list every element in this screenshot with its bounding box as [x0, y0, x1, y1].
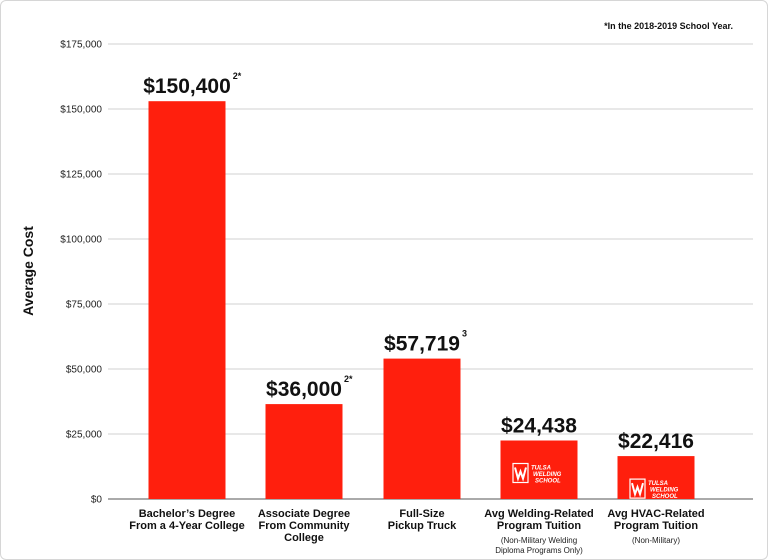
bar-value-label: $57,719 — [384, 333, 460, 356]
bar — [148, 101, 226, 499]
category-label-line: Program Tuition — [497, 520, 581, 532]
y-tick-label: $150,000 — [60, 105, 102, 116]
value-superscript: 2* — [344, 374, 353, 384]
value-superscript: 2* — [233, 71, 242, 81]
category-label-line: Avg Welding-Related — [484, 508, 593, 520]
logo-w-icon — [631, 482, 644, 498]
bar-value-label: $150,400 — [143, 75, 231, 98]
category-label-line: Bachelor’s Degree — [139, 508, 236, 520]
category-label-line: College — [284, 532, 324, 544]
y-tick-label: $75,000 — [66, 300, 103, 311]
category-note-line: (Non-Military Welding — [501, 536, 577, 545]
value-superscript: 3 — [462, 329, 467, 339]
y-tick-label: $0 — [91, 495, 103, 506]
logo-frame-icon — [629, 478, 646, 499]
category-label-line: From Community — [258, 520, 350, 532]
bar — [383, 358, 461, 499]
y-tick-label: $50,000 — [66, 365, 103, 376]
bar — [265, 404, 343, 499]
bar-value-label: $24,438 — [501, 415, 577, 438]
y-tick-label: $25,000 — [66, 430, 103, 441]
category-label-line: Program Tuition — [614, 520, 698, 532]
bar-value-label: $36,000 — [266, 378, 342, 401]
category-label-line: Avg HVAC-Related — [607, 508, 704, 520]
chart-footnote: *In the 2018-2019 School Year. — [604, 21, 733, 31]
logo-text: WELDING — [533, 472, 562, 478]
y-tick-label: $175,000 — [60, 40, 102, 51]
logo-text: SCHOOL — [535, 479, 561, 485]
category-note-line: Diploma Programs Only) — [495, 546, 583, 555]
logo-text: WELDING — [650, 488, 679, 494]
logo-text: TULSA — [648, 481, 668, 487]
logo-text: SCHOOL — [652, 494, 678, 500]
bar-value-label: $22,416 — [618, 430, 694, 453]
y-tick-label: $125,000 — [60, 170, 102, 181]
category-note-line: (Non-Military) — [632, 536, 680, 545]
y-axis-title: Average Cost — [20, 226, 36, 316]
category-label-line: Associate Degree — [258, 508, 350, 520]
category-label-line: Full-Size — [399, 508, 444, 520]
category-label-line: From a 4-Year College — [129, 520, 245, 532]
category-label-line: Pickup Truck — [388, 520, 457, 532]
logo-text: TULSA — [531, 466, 551, 472]
logo-w-icon — [514, 467, 527, 482]
logo-frame-icon — [512, 462, 529, 484]
y-tick-label: $100,000 — [60, 235, 102, 246]
